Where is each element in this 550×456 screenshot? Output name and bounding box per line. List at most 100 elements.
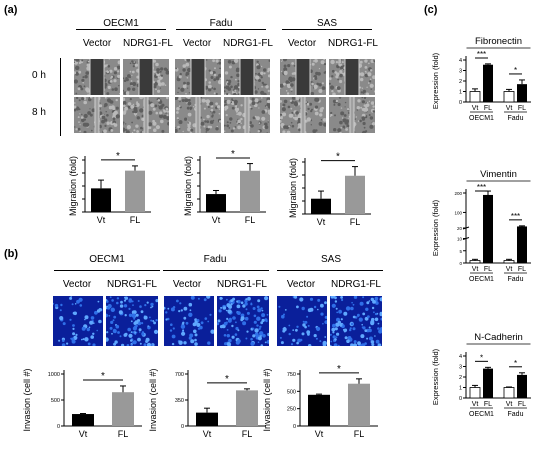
wound-oecm1-ndrg1-8h <box>123 97 169 133</box>
cell-texture <box>158 114 164 119</box>
cell-texture <box>334 114 336 117</box>
wound-gap <box>191 59 205 95</box>
cell-texture <box>336 86 341 90</box>
nucleus-texture <box>296 325 299 328</box>
cell-texture <box>261 85 263 88</box>
nucleus-texture <box>130 331 133 333</box>
nucleus-texture <box>81 326 86 331</box>
nucleus-texture <box>335 336 338 338</box>
cell-texture <box>187 127 192 132</box>
nucleus-texture <box>117 331 120 334</box>
nucleus-texture <box>143 343 147 346</box>
cell-texture <box>123 124 124 126</box>
bar-vt <box>72 414 94 426</box>
cell-texture <box>282 112 287 117</box>
chart-migration-oecm1: Vt FL * Migration (fold) <box>68 151 151 225</box>
y-axis-label: Expression (fold) <box>431 52 440 109</box>
nucleus-texture <box>317 308 319 311</box>
cell-texture <box>182 64 187 68</box>
cell-texture <box>217 63 219 65</box>
wound-gap <box>90 59 104 95</box>
cell-texture <box>287 105 291 109</box>
cell-texture <box>289 113 294 118</box>
cell-texture <box>108 59 110 60</box>
cell-texture <box>357 100 359 102</box>
nucleus-texture <box>304 320 308 324</box>
y-axis-label: Expression (fold) <box>431 199 440 256</box>
cell-texture <box>207 125 211 129</box>
cell-texture <box>175 126 176 129</box>
group-label: OECM1 <box>469 276 494 283</box>
nucleus-texture <box>127 327 131 332</box>
cell-texture <box>159 111 163 115</box>
nucleus-texture <box>368 326 371 329</box>
cell-texture <box>283 82 286 86</box>
chart-title: Fibronectin <box>475 36 522 47</box>
cell-texture <box>208 69 211 72</box>
cell-texture <box>289 99 293 102</box>
cell-texture <box>175 97 179 100</box>
cell-texture <box>340 107 343 109</box>
nucleus-texture <box>119 335 122 338</box>
cell-texture <box>226 81 229 83</box>
cell-texture <box>185 62 190 67</box>
cell-texture <box>125 123 127 125</box>
cell-texture <box>318 89 323 93</box>
cell-texture <box>140 126 143 130</box>
cell-texture <box>214 67 216 70</box>
nucleus-texture <box>337 344 340 346</box>
bar-vt <box>469 91 481 103</box>
cell-texture <box>177 91 179 94</box>
cell-texture <box>264 122 268 127</box>
cell-texture <box>257 88 260 90</box>
nucleus-texture <box>302 323 306 327</box>
cell-texture <box>267 74 270 78</box>
nucleus-texture <box>106 299 108 302</box>
cell-texture <box>312 129 317 133</box>
nucleus-texture <box>81 338 83 341</box>
cell-texture <box>372 75 375 80</box>
nucleus-texture <box>358 317 363 322</box>
cell-texture <box>371 122 375 126</box>
cell-texture <box>331 90 334 93</box>
nucleus-texture <box>149 316 151 319</box>
nucleus-texture <box>222 306 227 310</box>
cell-texture <box>318 121 323 126</box>
divider-fadu-b <box>163 270 269 271</box>
cell-texture <box>218 61 221 65</box>
bar-fl <box>112 392 134 426</box>
cell-texture <box>286 130 291 133</box>
nucleus-texture <box>240 316 245 321</box>
cell-texture <box>111 105 115 109</box>
nucleus-texture <box>150 319 153 322</box>
nucleus-texture <box>180 324 186 329</box>
nucleus-texture <box>260 344 264 346</box>
nucleus-texture <box>330 296 332 297</box>
nucleus-texture <box>371 306 375 310</box>
nucleus-texture <box>178 340 183 345</box>
cell-texture <box>226 99 231 104</box>
chart-title: Vimentin <box>480 169 517 180</box>
nucleus-texture <box>204 317 208 320</box>
cell-texture <box>206 103 209 106</box>
cell-texture <box>123 97 126 102</box>
wound-fadu-vector-8h <box>175 97 221 133</box>
cell-texture <box>224 71 229 75</box>
nucleus-texture <box>155 319 158 322</box>
nucleus-texture <box>131 313 136 318</box>
cell-texture <box>154 104 158 108</box>
cell-texture <box>355 116 358 118</box>
nucleus-texture <box>110 320 114 324</box>
nucleus-texture <box>261 318 265 323</box>
nucleus-texture <box>339 323 343 327</box>
cell-texture <box>158 105 163 110</box>
cell-texture <box>310 124 312 126</box>
nucleus-texture <box>218 309 222 313</box>
y-tick-label: 1 <box>459 90 462 96</box>
nucleus-texture <box>115 324 120 329</box>
cell-texture <box>340 127 342 129</box>
cell-texture <box>233 59 239 63</box>
cell-texture <box>356 106 360 110</box>
cell-texture <box>224 105 229 110</box>
nucleus-texture <box>74 303 77 305</box>
